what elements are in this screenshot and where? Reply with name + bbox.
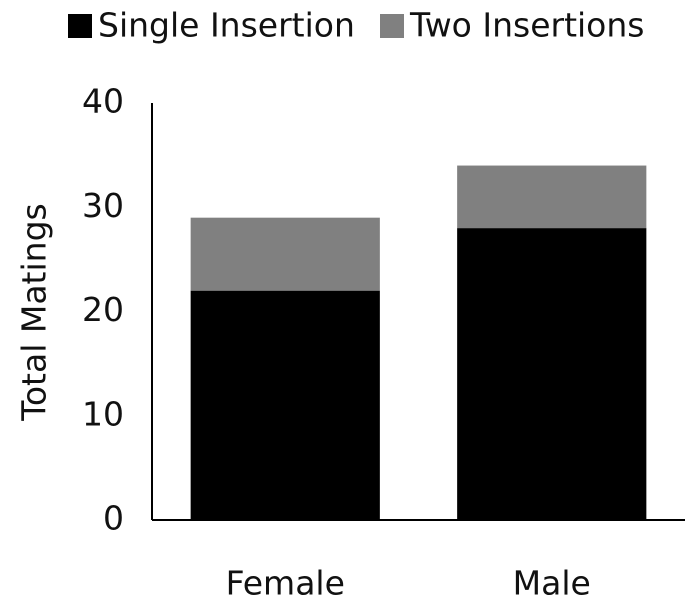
legend-swatch — [68, 14, 92, 38]
x-tick-label: Male — [513, 564, 591, 603]
y-tick-label: 0 — [103, 499, 124, 538]
y-tick-label: 30 — [82, 186, 124, 225]
y-axis-label: Total Matings — [15, 203, 54, 421]
legend-label: Two Insertions — [409, 6, 644, 45]
bar-segment — [457, 228, 647, 520]
x-tick-label: Female — [226, 564, 345, 603]
legend-swatch — [380, 14, 404, 38]
y-tick-label: 40 — [82, 82, 124, 121]
y-tick-label: 10 — [82, 394, 124, 433]
bar-segment — [190, 290, 380, 520]
bar-segment — [190, 217, 380, 291]
y-tick-label: 20 — [82, 290, 124, 329]
bar-segment — [457, 165, 647, 229]
legend-label: Single Insertion — [98, 6, 355, 45]
